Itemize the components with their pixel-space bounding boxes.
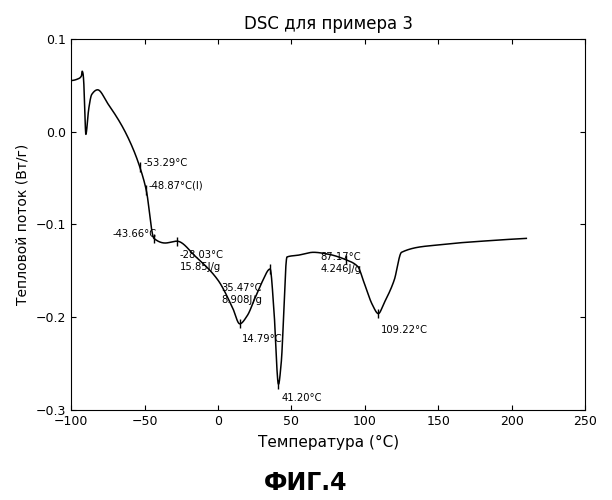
X-axis label: Температура (°C): Температура (°C) [258,435,398,450]
Text: -43.66°C: -43.66°C [112,229,157,239]
Text: 35.47°C
8.908J/g: 35.47°C 8.908J/g [221,283,262,304]
Text: -48.87°C(I): -48.87°C(I) [149,181,204,191]
Text: ФИГ.4: ФИГ.4 [264,471,348,495]
Text: 14.79°C: 14.79°C [242,334,282,344]
Text: -28.03°C
15.85J/g: -28.03°C 15.85J/g [180,250,224,272]
Text: 41.20°C: 41.20°C [281,394,322,404]
Y-axis label: Тепловой поток (Вт/г): Тепловой поток (Вт/г) [15,144,29,305]
Text: 109.22°C: 109.22°C [381,324,428,334]
Text: 87.17°C
4.246J/g: 87.17°C 4.246J/g [321,252,362,274]
Text: -53.29°C: -53.29°C [143,158,187,168]
Title: DSC для примера 3: DSC для примера 3 [244,15,412,33]
